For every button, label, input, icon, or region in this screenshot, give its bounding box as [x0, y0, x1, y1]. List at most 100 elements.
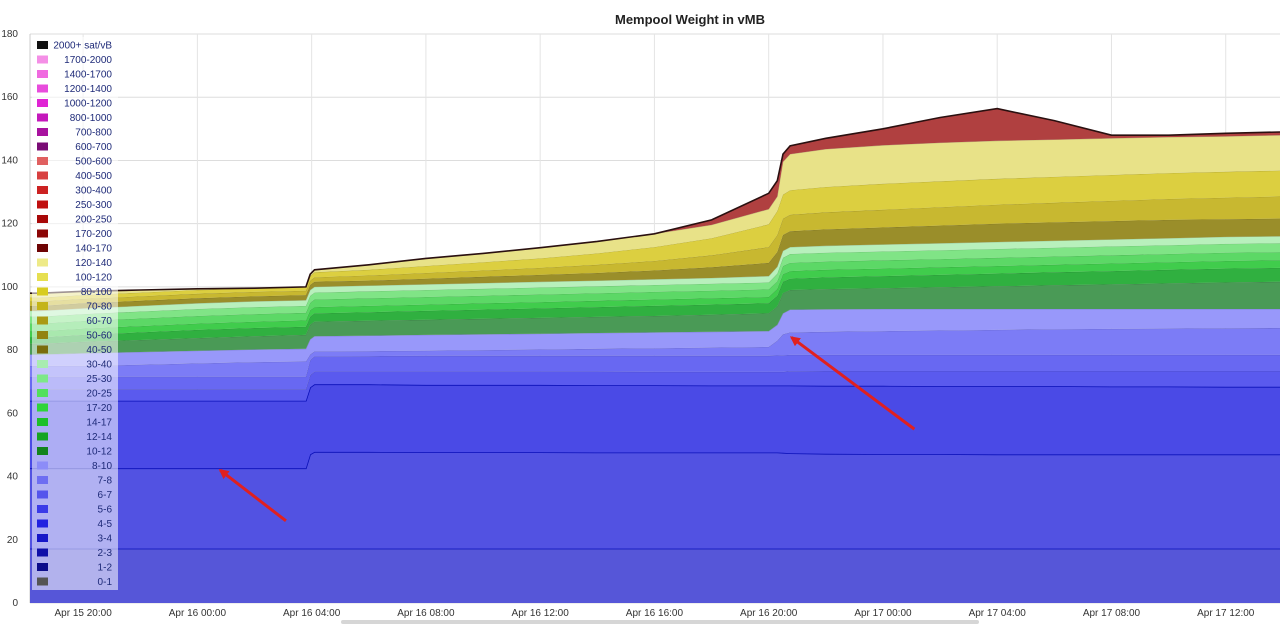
legend-swatch [37, 41, 48, 49]
legend-item-40-50[interactable]: 40-50 [37, 345, 112, 356]
legend-item-80-100[interactable]: 80-100 [37, 287, 112, 298]
legend-item-2000-sat-vB[interactable]: 2000+ sat/vB [37, 41, 112, 52]
legend-swatch [37, 302, 48, 310]
legend-label: 700-800 [75, 128, 112, 139]
area-10-12 [30, 281, 1280, 355]
red-arrow-1 [218, 469, 287, 522]
legend-item-140-170[interactable]: 140-170 [37, 244, 112, 255]
legend-item-8-10[interactable]: 8-10 [37, 461, 112, 472]
legend-swatch [37, 505, 48, 513]
legend-label: 25-30 [86, 374, 112, 385]
legend-item-200-250[interactable]: 200-250 [37, 215, 112, 226]
legend-item-300-400[interactable]: 300-400 [37, 186, 112, 197]
legend-label: 200-250 [75, 215, 112, 226]
legend-swatch [37, 244, 48, 252]
legend-item-12-14[interactable]: 12-14 [37, 432, 112, 443]
legend-item-7-8[interactable]: 7-8 [37, 476, 112, 487]
x-tick-label-6: Apr 16 20:00 [740, 608, 798, 619]
legend-item-170-200[interactable]: 170-200 [37, 229, 112, 240]
legend-item-400-500[interactable]: 400-500 [37, 171, 112, 182]
legend-label: 400-500 [75, 171, 112, 182]
legend-swatch [37, 374, 48, 383]
legend-label: 600-700 [75, 142, 112, 153]
area-20-25 [30, 243, 1280, 324]
area-3-4 [30, 371, 1280, 401]
legend[interactable]: 2000+ sat/vB 1700-2000 1400-1700 1200-1400 1… [32, 37, 118, 590]
legend-label: 20-25 [86, 389, 112, 400]
legend-item-30-40[interactable]: 30-40 [37, 360, 112, 371]
legend-label: 1000-1200 [64, 99, 112, 110]
legend-item-4-5[interactable]: 4-5 [37, 519, 112, 530]
legend-item-100-120[interactable]: 100-120 [37, 273, 112, 284]
y-tick-label-8: 160 [1, 92, 18, 103]
legend-label: 800-1000 [70, 113, 113, 124]
legend-item-1-2[interactable]: 1-2 [37, 563, 112, 574]
legend-swatch [37, 316, 48, 325]
legend-swatch [37, 432, 48, 441]
legend-item-14-17[interactable]: 14-17 [37, 418, 112, 429]
legend-item-70-80[interactable]: 70-80 [37, 302, 112, 313]
area-100-140 [30, 135, 1280, 298]
legend-item-1200-1400[interactable]: 1200-1400 [37, 84, 112, 95]
legend-swatch [37, 113, 48, 122]
legend-swatch [37, 200, 48, 209]
y-tick-label-9: 180 [1, 29, 18, 40]
area-7-8 [30, 328, 1280, 377]
legend-item-2-3[interactable]: 2-3 [37, 548, 112, 559]
legend-label: 120-140 [75, 258, 112, 269]
legend-swatch [37, 287, 48, 296]
legend-item-0-1[interactable]: 0-1 [37, 577, 112, 588]
y-tick-label-5: 100 [1, 282, 18, 293]
legend-item-500-600[interactable]: 500-600 [37, 157, 112, 168]
legend-item-17-20[interactable]: 17-20 [37, 403, 112, 414]
legend-item-20-25[interactable]: 20-25 [37, 389, 112, 400]
legend-item-120-140[interactable]: 120-140 [37, 258, 112, 269]
legend-label: 12-14 [86, 432, 112, 443]
legend-item-1400-1700[interactable]: 1400-1700 [37, 70, 112, 81]
legend-item-50-60[interactable]: 50-60 [37, 331, 112, 342]
legend-label: 17-20 [86, 403, 112, 414]
x-tick-label-2: Apr 16 04:00 [283, 608, 341, 619]
y-tick-label-4: 80 [7, 345, 19, 356]
legend-swatch [37, 128, 48, 136]
legend-item-1000-1200[interactable]: 1000-1200 [37, 99, 112, 110]
legend-item-3-4[interactable]: 3-4 [37, 534, 112, 545]
legend-label: 1200-1400 [64, 84, 112, 95]
legend-item-700-800[interactable]: 700-800 [37, 128, 112, 139]
area-2-3 [30, 384, 1280, 469]
total-line-path [30, 107, 1280, 294]
legend-swatch [37, 273, 48, 281]
legend-label: 300-400 [75, 186, 112, 197]
legend-item-800-1000[interactable]: 800-1000 [37, 113, 112, 124]
x-tick-label-4: Apr 16 12:00 [512, 608, 570, 619]
legend-item-250-300[interactable]: 250-300 [37, 200, 112, 211]
legend-label: 10-12 [86, 447, 112, 458]
legend-label: 140-170 [75, 244, 112, 255]
legend-item-10-12[interactable]: 10-12 [37, 447, 112, 458]
legend-label: 100-120 [75, 273, 112, 284]
chart-title: Mempool Weight in vMB [615, 12, 765, 27]
area-12-14 [30, 267, 1280, 344]
legend-label: 2000+ sat/vB [53, 41, 112, 52]
legend-swatch [37, 534, 48, 542]
legend-label: 1400-1700 [64, 70, 112, 81]
legend-item-5-6[interactable]: 5-6 [37, 505, 112, 516]
x-tick-label-0: Apr 15 20:00 [54, 608, 112, 619]
legend-item-6-7[interactable]: 6-7 [37, 490, 112, 501]
legend-swatch [37, 84, 48, 93]
x-axis: Apr 15 20:00 Apr 16 00:00 Apr 16 04:00 Apr … [54, 608, 1254, 619]
horizontal-scrollbar[interactable] [341, 620, 979, 624]
legend-swatch [37, 171, 48, 180]
legend-swatch [37, 447, 48, 455]
legend-label: 4-5 [98, 519, 113, 530]
legend-label: 70-80 [86, 302, 112, 313]
legend-item-60-70[interactable]: 60-70 [37, 316, 112, 327]
legend-swatch [37, 563, 48, 571]
legend-item-600-700[interactable]: 600-700 [37, 142, 112, 153]
legend-label: 1700-2000 [64, 55, 112, 66]
legend-item-25-30[interactable]: 25-30 [37, 374, 112, 385]
legend-item-1700-2000[interactable]: 1700-2000 [37, 55, 112, 66]
legend-swatch [37, 331, 48, 339]
x-tick-label-10: Apr 17 12:00 [1197, 608, 1255, 619]
